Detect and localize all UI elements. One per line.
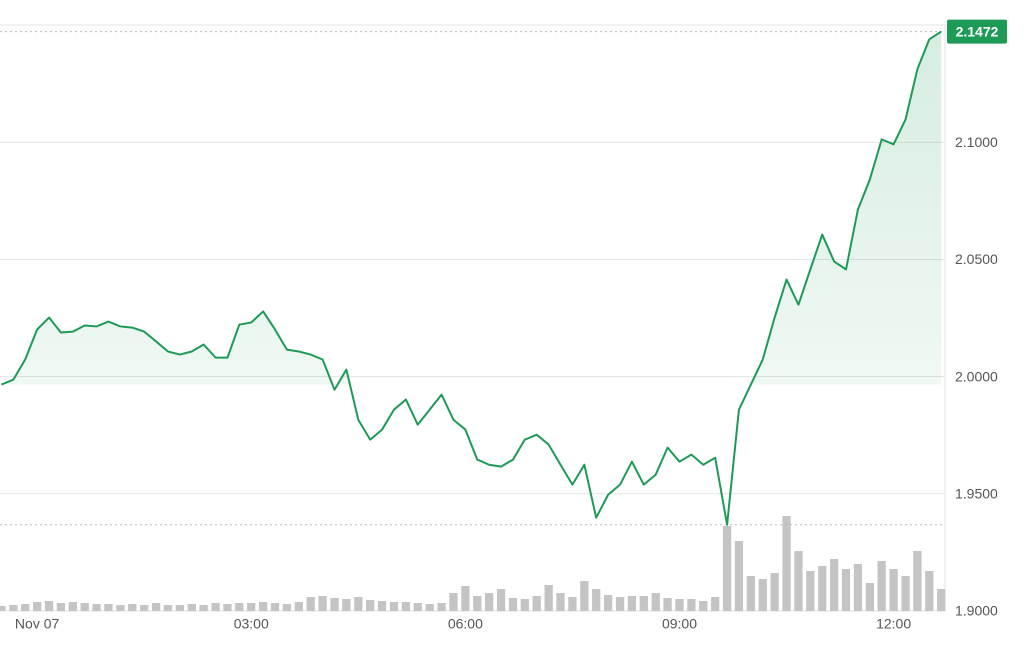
volume-bar — [247, 603, 256, 611]
y-tick-label: 1.9000 — [955, 603, 998, 619]
volume-bar — [615, 597, 625, 611]
volume-bar — [282, 604, 292, 611]
volume-bar — [770, 573, 779, 611]
volume-bar — [306, 597, 315, 611]
volume-bar — [0, 606, 6, 611]
volume-bar — [377, 601, 387, 611]
volume-bar — [603, 595, 613, 611]
area — [1, 31, 942, 385]
volume-bar — [211, 603, 220, 611]
volume-bar — [925, 571, 934, 611]
volume-bar — [687, 599, 696, 611]
volume-bar — [663, 598, 672, 611]
volume-bar — [746, 576, 755, 611]
volume-bar — [80, 603, 89, 611]
volume-bar — [342, 599, 351, 611]
y-tick-label: 2.1000 — [955, 134, 998, 150]
volume-bar — [21, 604, 30, 611]
volume-bar — [592, 589, 601, 611]
price-tag — [947, 19, 1007, 44]
volume-bar — [699, 601, 708, 611]
volume-bar — [568, 597, 577, 611]
volume-bar — [128, 604, 137, 611]
volume-bar — [259, 602, 268, 611]
volume-bar — [92, 604, 101, 611]
volume-bar — [484, 593, 494, 611]
volume-bar — [734, 541, 744, 611]
volume-bar — [294, 602, 303, 611]
volume-bar — [401, 602, 411, 611]
volume-bar — [223, 604, 232, 611]
y-tick-label: 2.0500 — [955, 251, 998, 267]
volume-bar — [806, 571, 815, 611]
volume-bar — [580, 581, 589, 611]
x-tick-label: 06:00 — [448, 616, 483, 632]
volume-bar — [901, 576, 910, 611]
volume-bar — [163, 605, 173, 611]
volume-bar — [140, 605, 149, 611]
volume-bar — [32, 602, 42, 611]
volume-bar — [270, 603, 280, 611]
volume-bar — [151, 603, 161, 611]
volume-bar — [56, 603, 66, 611]
volume-bar — [449, 593, 458, 611]
volume-bar — [520, 599, 529, 611]
volume-bar — [853, 564, 863, 611]
volume-bar — [651, 593, 660, 611]
volume-bar — [782, 516, 791, 611]
volume-bar — [354, 597, 363, 611]
volume-bar — [389, 602, 399, 611]
volume-bar — [199, 605, 208, 611]
volume-bar — [841, 569, 851, 611]
volume-bar — [68, 602, 77, 611]
volume-bar — [473, 596, 482, 611]
volume-bar — [175, 605, 184, 611]
volume-bar — [235, 603, 244, 611]
volume-bar — [318, 596, 327, 611]
price-line — [1, 30, 942, 526]
volume-bar — [366, 600, 375, 611]
y-tick-label: 1.9500 — [955, 486, 998, 502]
volume-bar — [913, 551, 922, 611]
volume-bar — [508, 598, 518, 611]
x-tick-label: 03:00 — [234, 616, 269, 632]
volume-bar — [937, 589, 946, 611]
volume-bar — [461, 586, 470, 611]
volume-bar — [116, 605, 125, 611]
volume-bar — [413, 603, 422, 611]
volume-bar — [711, 597, 720, 611]
volume-bar — [722, 526, 732, 611]
volume-bar — [758, 579, 767, 611]
x-tick-label: 09:00 — [662, 616, 697, 632]
volume-bar — [104, 604, 113, 611]
volume-bar — [556, 593, 565, 611]
volume-bar — [639, 596, 648, 611]
volume-bar — [425, 604, 434, 611]
volume-bar — [877, 561, 886, 611]
x-tick-label: 12:00 — [876, 616, 911, 632]
volume-bar — [330, 598, 339, 611]
x-tick-label: Nov 07 — [15, 616, 60, 632]
y-tick-label: 2.0000 — [955, 368, 998, 384]
volume-bar — [818, 566, 827, 611]
volume-bar — [44, 601, 54, 611]
volume-bar — [437, 603, 446, 611]
volume-bar — [865, 583, 874, 611]
volume-bar — [889, 569, 898, 611]
volume-bar — [532, 596, 541, 611]
volume-bar — [627, 596, 637, 611]
volume-bar — [675, 599, 684, 611]
volume-bar — [9, 605, 18, 611]
volume-bar — [830, 559, 839, 611]
volume-bar — [544, 585, 553, 611]
price-tag-label: 2.1472 — [956, 23, 999, 39]
volume-bar — [496, 589, 506, 611]
volume-bar — [794, 551, 803, 611]
volume-bar — [187, 604, 196, 611]
